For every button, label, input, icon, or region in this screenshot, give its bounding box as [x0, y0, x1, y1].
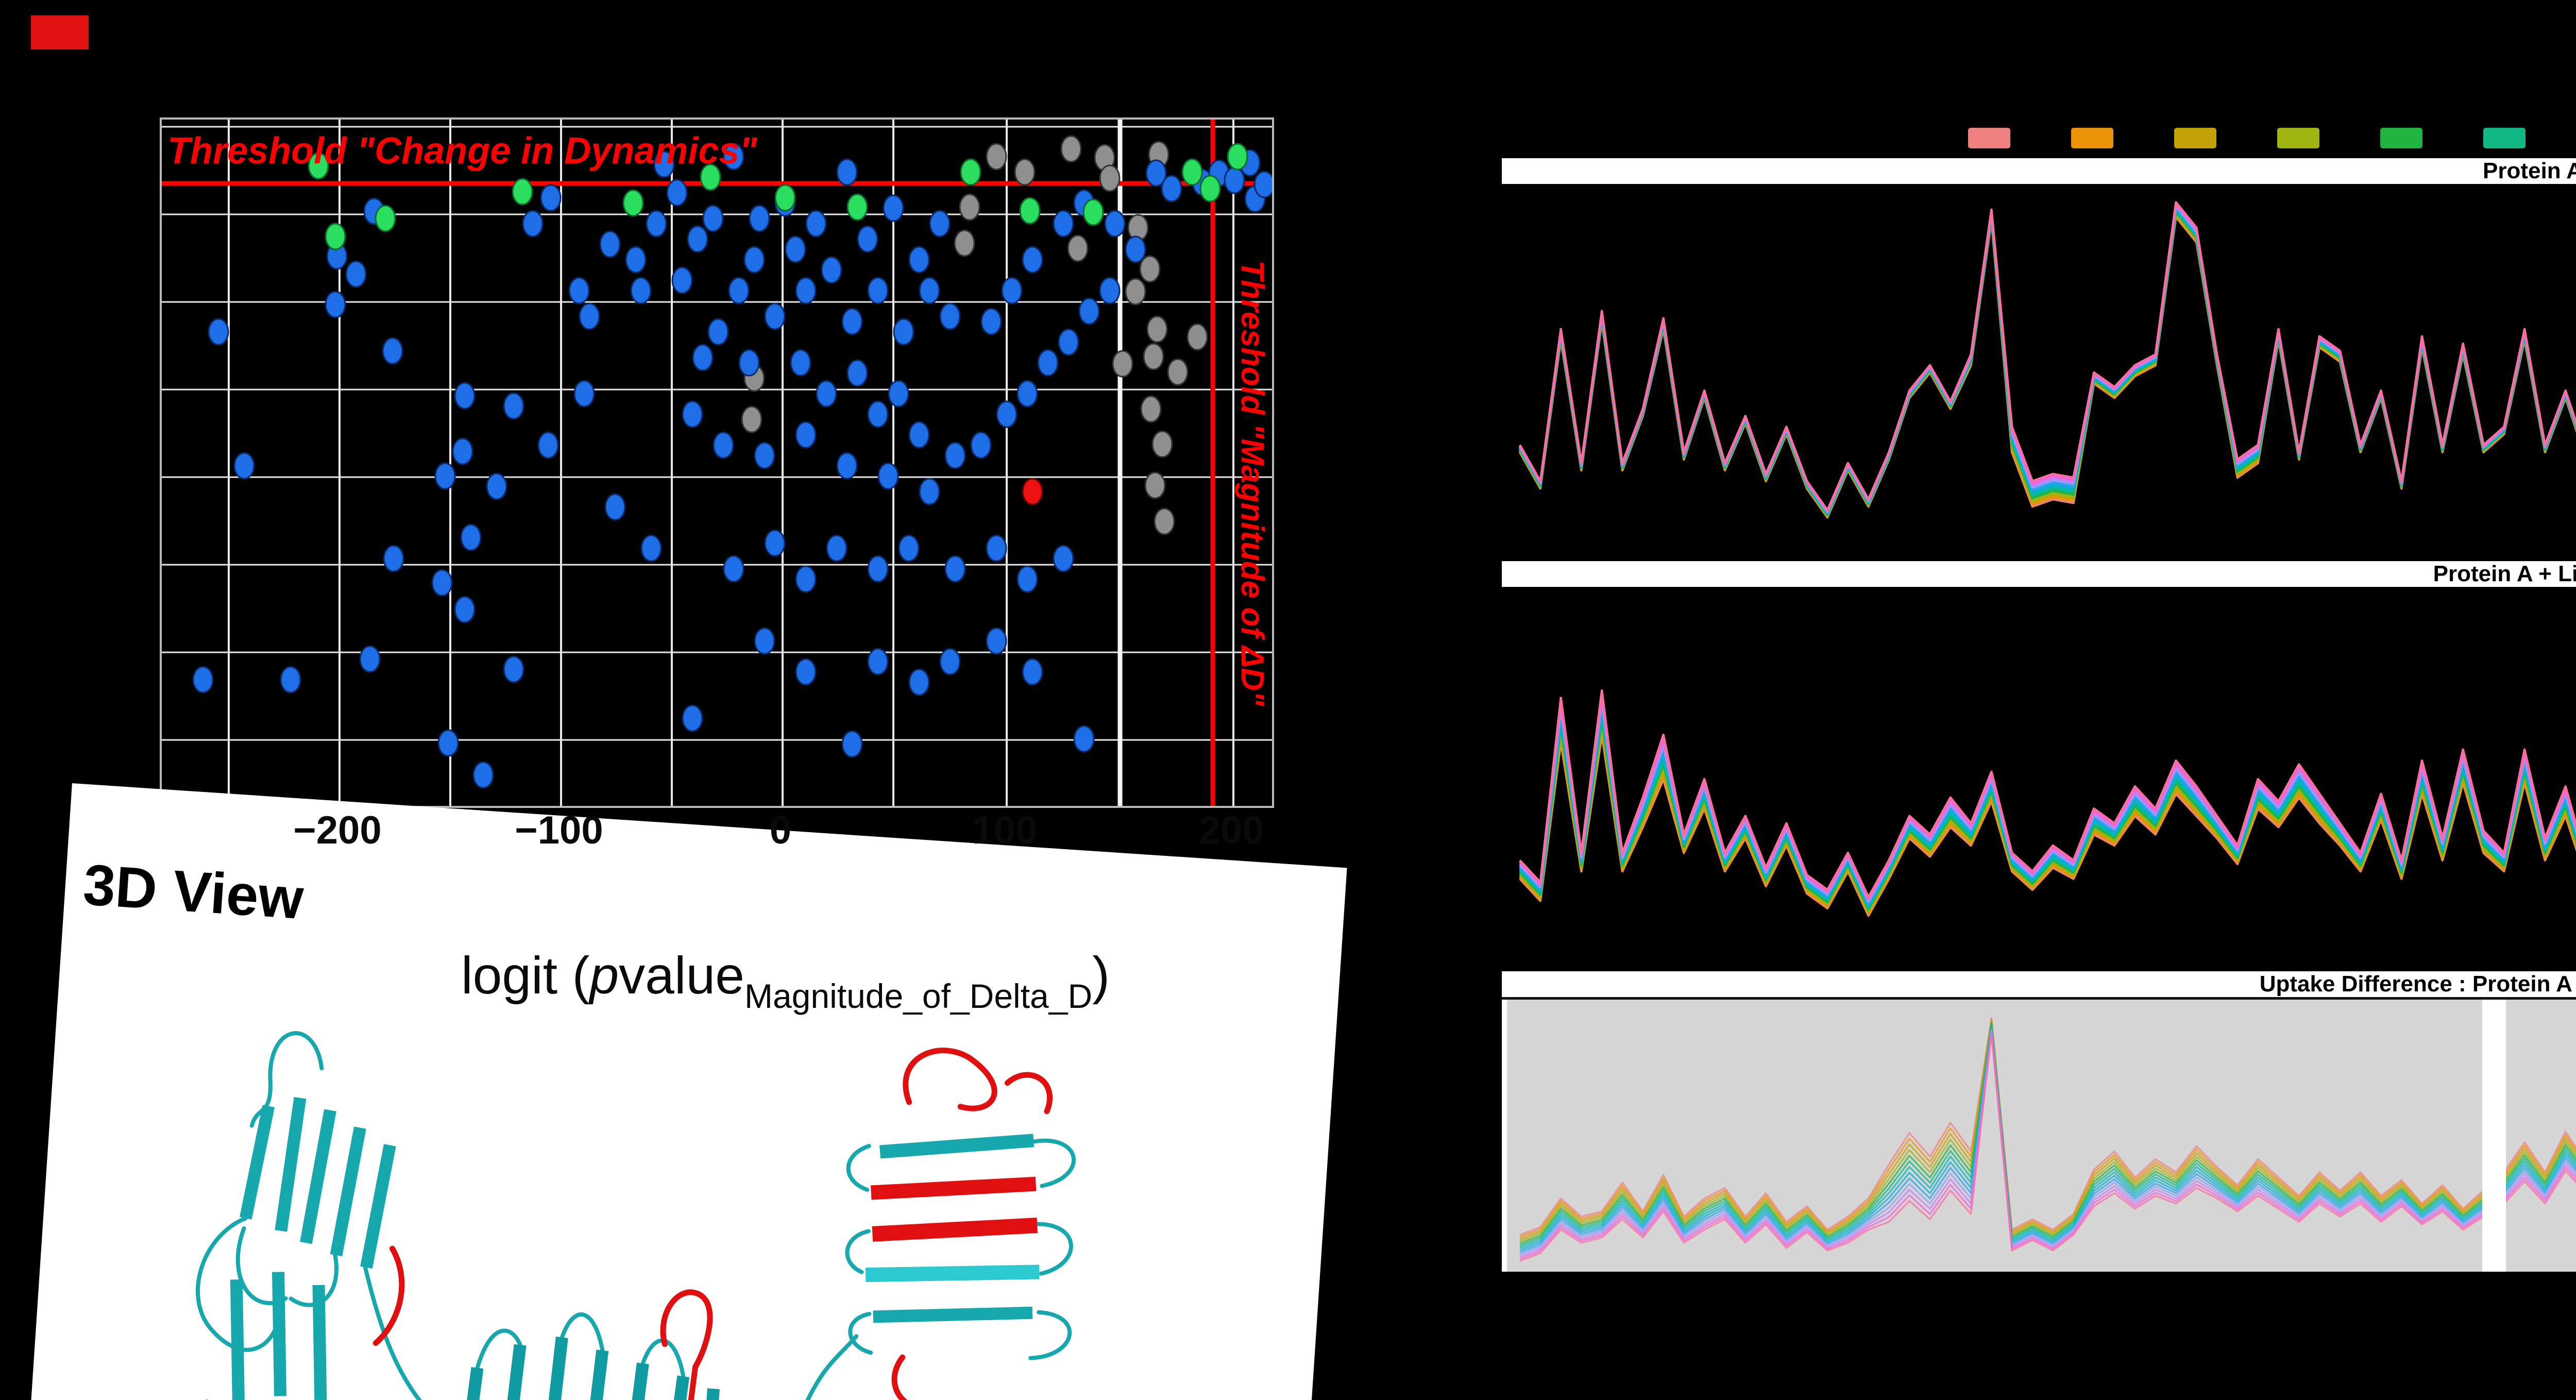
protein-strands-left	[230, 1097, 396, 1400]
3d-view-card[interactable]: 3D View	[21, 783, 1347, 1400]
protein-ribbon-svg[interactable]	[101, 943, 1224, 1400]
chart-title: Protein A	[2483, 158, 2576, 183]
uptake-chart-protein-a[interactable]	[1502, 184, 2576, 561]
protein-red-loops	[372, 1048, 1053, 1400]
chart-title-bar-uptake-difference: Uptake Difference : Protein A - (Protein…	[1502, 971, 2576, 1000]
chart-title-bar-protein-a-ligand: Protein A + Ligand	[1502, 561, 2576, 587]
red-corner-chip	[31, 15, 89, 49]
uptake-chart-protein-a-ligand[interactable]	[1502, 587, 2576, 971]
legend-swatch-2[interactable]	[2071, 128, 2113, 148]
legend-swatch-3[interactable]	[2174, 128, 2216, 148]
3d-view-title: 3D View	[81, 852, 306, 932]
chart-title-bar-protein-a: Protein A	[1502, 158, 2576, 184]
legend-swatch-6[interactable]	[2483, 128, 2526, 148]
threshold-change-dynamics-label: Threshold "Change in Dynamics"	[167, 130, 757, 172]
legend-swatch-5[interactable]	[2380, 128, 2422, 148]
protein-loops	[195, 1031, 1076, 1400]
protein-strands-right	[865, 1134, 1040, 1323]
protein-strands-center	[452, 1337, 720, 1400]
timepoint-legend	[1502, 128, 2576, 151]
volcano-plot-panel[interactable]	[160, 117, 1274, 808]
threshold-magnitude-label: Threshold "Magnitude of ΔD"	[1234, 260, 1270, 706]
legend-swatch-4[interactable]	[2277, 128, 2319, 148]
legend-swatch-1[interactable]	[1968, 128, 2010, 148]
x-tick-label: 200	[1198, 808, 1264, 852]
uptake-difference-chart[interactable]	[1502, 1000, 2576, 1272]
chart-title: Uptake Difference : Protein A - (Protein…	[2259, 971, 2576, 997]
chart-title: Protein A + Ligand	[2433, 561, 2576, 586]
volcano-scatter-svg[interactable]	[162, 120, 1272, 806]
